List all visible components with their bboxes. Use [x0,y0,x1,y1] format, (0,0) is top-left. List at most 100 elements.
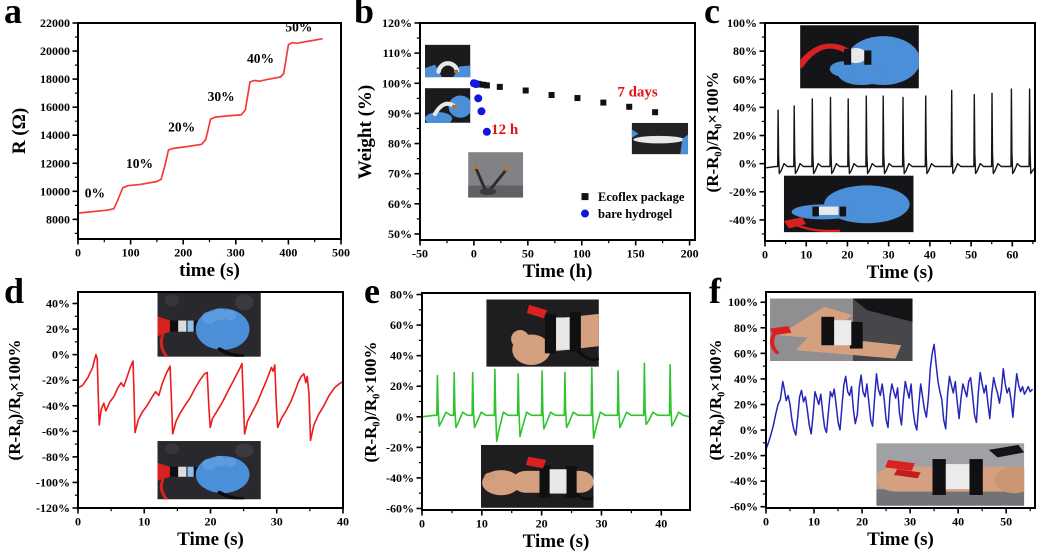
y-tick-label: 80% [388,137,412,151]
scatter-point [477,107,486,116]
x-tick-label: 60 [1006,248,1018,262]
annotation: 40% [247,51,274,66]
panel-c-letter: c [704,0,720,31]
chart-shape [885,459,915,471]
chart-shape [473,164,479,170]
scatter-point [626,103,633,110]
scatter-point [548,92,555,99]
legend-label: Ecoflex package [598,190,685,204]
y-tick-label: -20% [386,440,414,454]
y-tick-label: 100% [727,16,757,30]
x-tick-label: 300 [227,246,245,260]
layer-2 [157,292,261,500]
y-tick-label: -40% [729,213,757,227]
chart-shape [424,64,443,78]
chart-shape [544,313,557,354]
chart-shape [526,304,548,319]
chart-shape [159,333,169,357]
chart-shape [864,50,872,65]
chart-shape [792,222,841,233]
chart-shape [235,443,254,458]
y-tick-label: 0% [740,423,758,437]
panel-a-plot-canvas: 0 100 200 300 400 500 8000 10000 12000 14000 16000… [40,16,350,260]
inset-photo-elbow-bent [770,298,913,362]
y-tick-label: 20% [734,397,758,411]
chart-shape [453,65,471,78]
y-tick-label: 16000 [40,100,70,114]
panel-d-plot-canvas: 0 10 20 30 40 -120% -100% -80% -60% -40% -20% 0% 20%… [36,291,349,529]
chart-shape [212,308,227,321]
plot-frame [765,291,1036,509]
chart-shape [549,469,567,494]
panel-c-x-axis-title: Time (s) [866,262,934,283]
chart-shape [876,489,1025,506]
annotation: 12 h [491,122,519,138]
axes: 0 10 20 30 40 50 -60% -40% -20% 0% 20% 40% 60% 80% 100… [728,291,1036,529]
plot-frame [77,22,342,240]
scatter-point [472,80,481,89]
x-tick-label: 0 [419,517,425,531]
y-tick-label: 120% [382,16,412,30]
y-tick-label: 20% [733,129,757,143]
chart-shape [829,61,856,77]
layer-2 [469,79,659,136]
chart-shape [164,294,180,307]
chart-shape [576,350,599,361]
chart-shape [988,444,1025,458]
scatter-point [496,83,503,90]
annotation: 10% [126,156,153,171]
chart-shape [488,167,509,192]
y-tick-label: 12000 [40,156,70,170]
panel-e-letter: e [364,271,380,311]
y-tick-label: -100% [36,475,70,489]
chart-shape [852,298,913,322]
inset-photo-gel-dry [468,152,524,198]
chart-shape [844,48,852,65]
scatter-point [474,94,483,103]
y-tick-label: 0% [396,410,414,424]
y-tick-label: 40% [733,100,757,114]
series-grip-release-signal [77,353,344,442]
y-tick-label: -60% [730,500,758,514]
inset-photo-arm-flat [876,443,1025,506]
plot-frame [419,22,696,241]
chart-shape [452,104,457,109]
x-tick-label: 40 [924,248,936,262]
chart-shape [680,134,689,155]
x-tick-label: 0 [471,247,477,261]
panel-b-letter: b [354,0,375,31]
panel-f: f (R-R₀)/R₀×100% Time (s) 0 10 20 30 40 50 -60… [705,271,1055,558]
y-tick-label: 60% [733,72,757,86]
inset-photo-fist-tube [157,292,261,357]
y-tick-label: 100% [728,295,758,309]
scatter-point [483,82,490,89]
x-tick-label: 30 [904,515,916,529]
plot-frame [764,22,1036,242]
x-tick-label: 30 [883,248,895,262]
chart-shape [770,332,780,355]
chart-shape [812,206,819,217]
x-tick-label: 50 [1000,515,1012,529]
chart-shape [894,469,921,479]
chart-shape [484,472,496,481]
legend-label: bare hydrogel [598,207,673,221]
axes: 0 10 20 30 40 -120% -100% -80% -60% -40% -20% 0% 20%… [36,291,349,529]
chart-shape [556,317,570,350]
inset-photo-gel-arch [424,44,471,78]
y-tick-label: 80% [734,321,758,335]
chart-shape [223,457,237,467]
y-tick-label: 10000 [40,184,70,198]
panel-f-plot-canvas: 0 10 20 30 40 50 -60% -40% -20% 0% 20% 40% 60% 80% 100… [728,291,1036,529]
inset-photo-wrist-flat [480,444,594,508]
annotation: 50% [285,19,312,34]
layer-2 [480,299,599,508]
scatter-point [574,95,581,102]
x-tick-label: 40 [952,515,964,529]
y-tick-label: -20% [730,449,758,463]
panel-a: a R (Ω) time (s) 0 100 200 300 400 500 8000 100… [0,0,350,281]
chart-shape [969,459,983,495]
chart-shape [157,316,170,337]
inset-photo-gel-pinch [424,88,471,123]
panel-d-letter: d [4,271,25,311]
